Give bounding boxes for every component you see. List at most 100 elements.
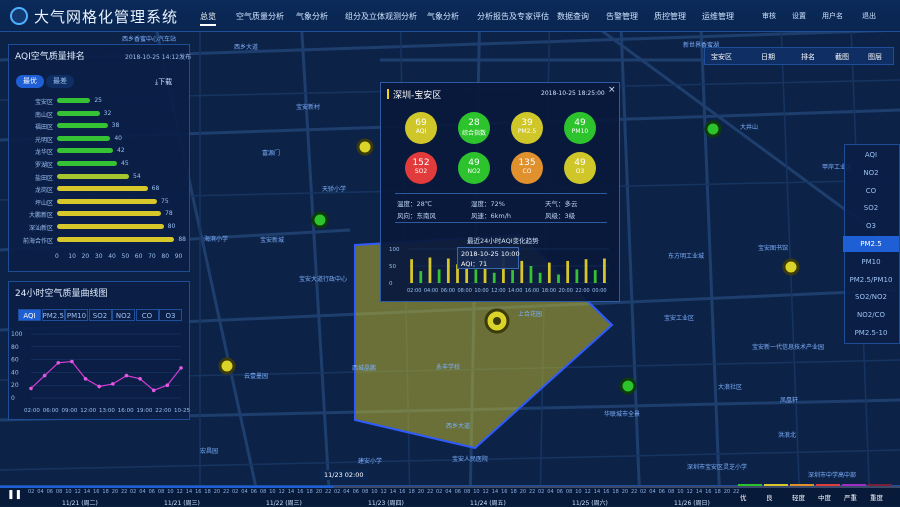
pollutant-option[interactable]: SO2: [863, 204, 879, 213]
timeline-hour[interactable]: 18: [510, 489, 517, 495]
pollutant-option[interactable]: PM2.5-10: [854, 329, 888, 337]
timeline-hour[interactable]: 20: [723, 489, 731, 495]
timeline-hour[interactable]: 22: [121, 489, 128, 495]
review-button[interactable]: 审核: [762, 12, 776, 20]
pollutant-tab[interactable]: AQI: [18, 309, 41, 321]
timeline-hour[interactable]: 06: [556, 489, 563, 495]
timeline-hour[interactable]: 16: [705, 489, 712, 495]
user-name[interactable]: 用户名: [822, 12, 843, 20]
timeline-hour[interactable]: 06: [658, 489, 665, 495]
timeline-hour[interactable]: 20: [213, 489, 221, 495]
timeline-hour[interactable]: 14: [389, 489, 397, 495]
timeline-hour[interactable]: 10: [677, 489, 684, 495]
timeline-hour[interactable]: 12: [278, 489, 285, 495]
timeline-hour[interactable]: 10: [473, 489, 480, 495]
timeline-hour[interactable]: 06: [250, 489, 257, 495]
timeline-hour[interactable]: 14: [185, 489, 193, 495]
nav-weather-analysis[interactable]: 气象分析: [296, 12, 328, 21]
pollutant-tab[interactable]: PM10: [65, 309, 88, 321]
layer-button[interactable]: 图层: [868, 53, 882, 61]
pollutant-tab[interactable]: PM2.5: [41, 309, 65, 321]
download-button[interactable]: ⤓下载: [155, 77, 172, 87]
timeline-hour[interactable]: 16: [603, 489, 610, 495]
timeline-hour[interactable]: 12: [584, 489, 591, 495]
timeline-hour[interactable]: 04: [547, 489, 554, 495]
timeline-bar[interactable]: ❚❚ 02 04 06 08 10 12 14 16 18 20 22 02 04 06 08 10 12 14 1…: [0, 484, 900, 507]
timeline-hour[interactable]: 08: [55, 489, 63, 495]
timeline-hour[interactable]: 20: [111, 489, 119, 495]
timeline-hour[interactable]: 14: [695, 489, 703, 495]
pollutant-tab[interactable]: CO: [135, 309, 159, 321]
nav-component-analysis[interactable]: 组分及立体观测分析: [345, 12, 417, 21]
pollutant-option[interactable]: O3: [866, 222, 876, 231]
timeline-hour[interactable]: 14: [83, 489, 91, 495]
pollutant-option[interactable]: PM10: [861, 257, 881, 266]
timeline-day[interactable]: 11/24 (周五): [470, 500, 506, 507]
timeline-hour[interactable]: 20: [621, 489, 629, 495]
district-select[interactable]: 宝安区: [711, 53, 732, 61]
nav-report[interactable]: 分析报告及专家评估: [477, 12, 549, 21]
pollutant-tab[interactable]: NO2: [112, 309, 135, 321]
timeline-hour[interactable]: 16: [93, 489, 100, 495]
timeline-hour[interactable]: 02: [538, 489, 545, 495]
pollutant-option[interactable]: NO2/CO: [857, 311, 885, 320]
timeline-hour[interactable]: 04: [139, 489, 146, 495]
pollutant-option[interactable]: PM2.5: [843, 236, 899, 252]
pollutant-option[interactable]: CO: [865, 186, 877, 195]
settings-button[interactable]: 设置: [792, 12, 806, 20]
close-icon[interactable]: ×: [608, 85, 616, 95]
tab-worst[interactable]: 最差: [46, 75, 74, 88]
pollutant-tab[interactable]: O3: [159, 309, 182, 321]
timeline-hour[interactable]: 02: [640, 489, 647, 495]
timeline-hour[interactable]: 10: [371, 489, 378, 495]
timeline-hour[interactable]: 18: [408, 489, 415, 495]
timeline-hour[interactable]: 04: [241, 489, 248, 495]
nav-overview[interactable]: 总览: [200, 11, 216, 26]
timeline-hour[interactable]: 18: [102, 489, 109, 495]
timeline-hour[interactable]: 10: [269, 489, 276, 495]
timeline-hour[interactable]: 02: [28, 489, 35, 495]
pollutant-tab[interactable]: SO2: [88, 309, 112, 321]
logout-button[interactable]: 退出: [862, 12, 876, 20]
nav-weather-analysis-2[interactable]: 气象分析: [427, 12, 459, 21]
timeline-hour[interactable]: 22: [325, 489, 332, 495]
nav-qc[interactable]: 质控管理: [654, 12, 686, 21]
nav-alarm[interactable]: 告警管理: [606, 12, 638, 21]
timeline-hour[interactable]: 08: [565, 489, 573, 495]
nav-ops[interactable]: 运维管理: [702, 12, 734, 21]
timeline-hour[interactable]: 14: [287, 489, 295, 495]
timeline-hour[interactable]: 16: [195, 489, 202, 495]
pollutant-option[interactable]: PM2.5/PM10: [849, 275, 893, 284]
timeline-hour[interactable]: 08: [463, 489, 471, 495]
timeline-hour[interactable]: 12: [686, 489, 693, 495]
nav-air-quality-analysis[interactable]: 空气质量分析: [236, 12, 284, 21]
nav-data-query[interactable]: 数据查询: [557, 12, 589, 21]
timeline-day[interactable]: 11/21 (周二): [62, 500, 98, 507]
tab-best[interactable]: 最优: [16, 75, 44, 88]
pollutant-option[interactable]: AQI: [864, 151, 878, 159]
pollutant-option[interactable]: SO2/NO2: [855, 293, 887, 302]
timeline-hour[interactable]: 04: [37, 489, 44, 495]
timeline-hour[interactable]: 04: [649, 489, 656, 495]
timeline-hour[interactable]: 02: [436, 489, 443, 495]
timeline-day[interactable]: 11/25 (周六): [572, 500, 608, 507]
timeline-hour[interactable]: 16: [297, 489, 304, 495]
timeline-hour[interactable]: 16: [501, 489, 508, 495]
timeline-hour[interactable]: 14: [593, 489, 601, 495]
timeline-day[interactable]: 11/26 (周日): [674, 500, 710, 507]
timeline-day[interactable]: 11/23 (周四): [368, 500, 404, 507]
timeline-hour[interactable]: 10: [65, 489, 72, 495]
timeline-hour[interactable]: 22: [223, 489, 230, 495]
timeline-hour[interactable]: 06: [46, 489, 53, 495]
timeline-hour[interactable]: 20: [417, 489, 425, 495]
pause-icon[interactable]: ❚❚: [7, 490, 23, 500]
timeline-hour[interactable]: 12: [482, 489, 489, 495]
timeline-hour[interactable]: 12: [74, 489, 81, 495]
timeline-hour[interactable]: 18: [714, 489, 721, 495]
timeline-hour[interactable]: 22: [733, 489, 740, 495]
timeline-hour[interactable]: 02: [334, 489, 341, 495]
timeline-hour[interactable]: 08: [667, 489, 675, 495]
timeline-hour[interactable]: 22: [529, 489, 536, 495]
timeline-hour[interactable]: 20: [315, 489, 323, 495]
date-button[interactable]: 日期: [761, 53, 775, 61]
